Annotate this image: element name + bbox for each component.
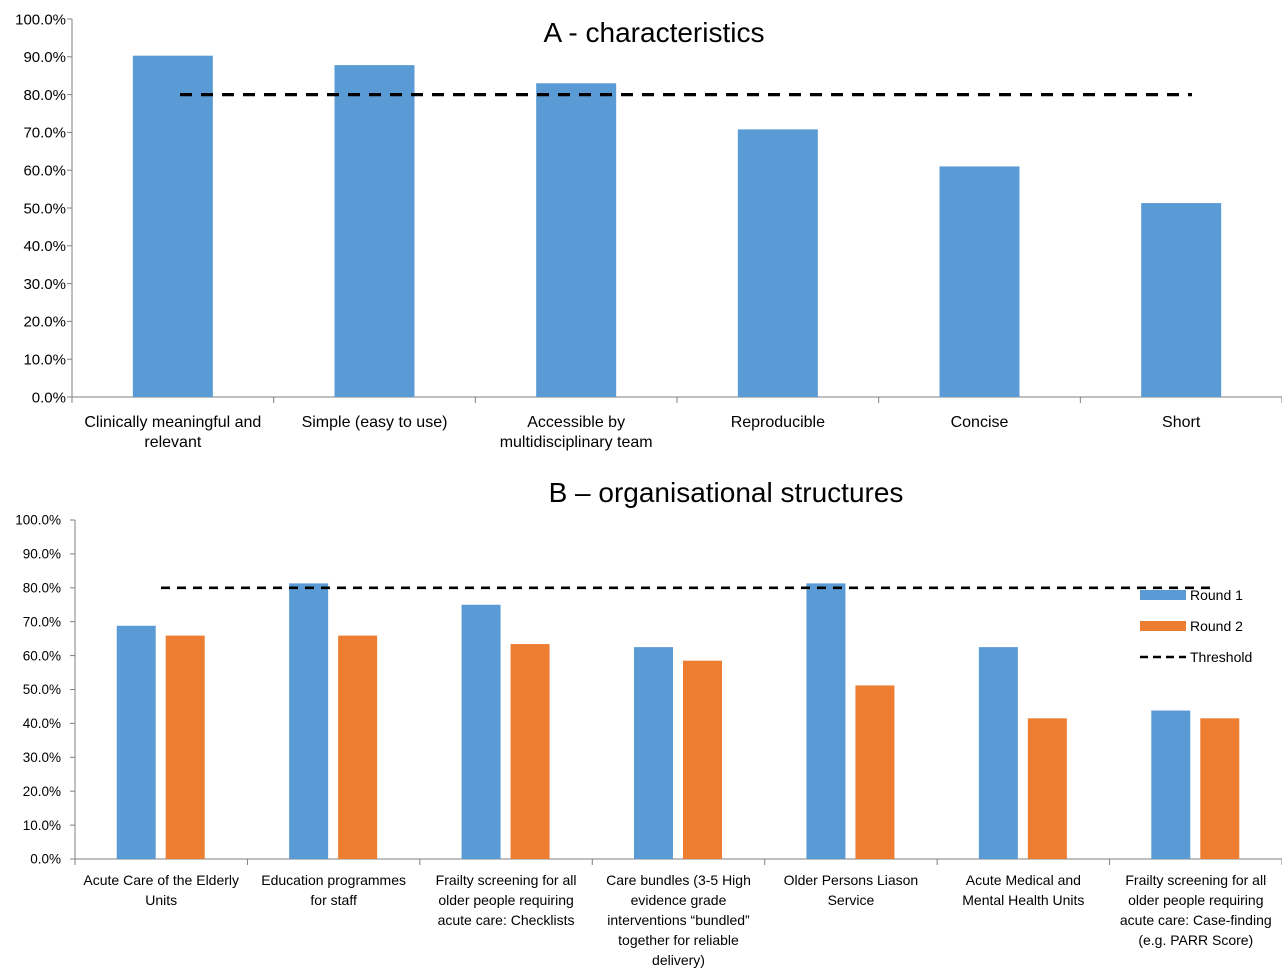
y-tick-label: 0.0%	[32, 389, 66, 406]
bar-round1	[1141, 203, 1222, 397]
y-tick-label: 20.0%	[23, 314, 66, 331]
y-tick-label: 60.0%	[23, 162, 66, 179]
bar-round2	[683, 660, 722, 859]
bar-round1	[806, 583, 846, 859]
bar-round1	[1151, 710, 1191, 859]
y-tick-label: 90.0%	[23, 49, 66, 66]
legend-label: Round 1	[1190, 587, 1243, 603]
x-category-label: Simple (easy to use)	[302, 414, 448, 431]
bar-round1	[536, 83, 617, 397]
bar-round2	[855, 685, 895, 859]
bar-round1	[132, 55, 213, 397]
bar-round1	[461, 604, 501, 859]
bar-round2	[510, 644, 550, 859]
x-category-label: Clinically meaningful and relevant	[84, 414, 261, 451]
bar-round2	[1200, 718, 1240, 859]
y-tick-label: 60.0%	[23, 648, 61, 663]
x-category-label: Acute Medical and Mental Health Units	[962, 872, 1084, 908]
bar-round2	[165, 635, 205, 859]
y-tick-label: 80.0%	[23, 581, 61, 596]
x-category-label: Frailty screening for all older people re…	[1120, 872, 1272, 948]
x-category-label: Reproducible	[731, 414, 825, 431]
y-tick-label: 100.0%	[15, 513, 61, 528]
x-category-label: Accessible by multidisciplinary team	[500, 414, 653, 451]
legend-swatch	[1140, 590, 1186, 600]
x-category-label: Older Persons Liason Service	[784, 872, 919, 908]
legend: Round 1 Round 2 Threshold	[1140, 587, 1252, 665]
y-tick-label: 20.0%	[23, 784, 61, 799]
y-tick-label: 90.0%	[23, 547, 61, 562]
chart-b: B – organisational structures 0.0% 10.0% 20…	[15, 477, 1282, 968]
bar-round1	[939, 166, 1020, 397]
bar-round2	[1027, 718, 1067, 859]
y-tick-label: 70.0%	[23, 125, 66, 142]
y-tick-label: 50.0%	[23, 682, 61, 697]
x-category-label: Short	[1162, 414, 1201, 431]
legend-label: Round 2	[1190, 618, 1243, 634]
y-tick-label: 50.0%	[23, 200, 66, 217]
y-tick-label: 10.0%	[23, 351, 66, 368]
x-category-label: Concise	[951, 414, 1009, 431]
bar-round1	[737, 129, 818, 397]
bar-round1	[334, 65, 415, 397]
x-category-label: Care bundles (3-5 High evidence grade inte…	[606, 872, 751, 968]
y-tick-label: 0.0%	[30, 852, 61, 867]
y-tick-label: 80.0%	[23, 87, 66, 104]
y-tick-label: 100.0%	[15, 11, 66, 28]
y-tick-label: 30.0%	[23, 750, 61, 765]
legend-label: Threshold	[1190, 649, 1252, 665]
bar-round2	[338, 635, 378, 859]
y-tick-label: 70.0%	[23, 614, 61, 629]
chart-title: B – organisational structures	[549, 477, 904, 508]
bar-round1	[116, 625, 156, 859]
x-category-label: Frailty screening for all older people re…	[436, 872, 577, 928]
bar-round1	[289, 583, 329, 859]
bar-round1	[634, 647, 673, 859]
y-tick-label: 30.0%	[23, 276, 66, 293]
x-category-label: Education programmes for staff	[261, 872, 406, 908]
x-category-label: Acute Care of the Elderly Units	[83, 872, 239, 908]
chart-a: A - characteristics 0.0% 10.0% 20.0% 30.0% 40…	[15, 11, 1282, 451]
chart-title: A - characteristics	[544, 17, 765, 48]
bar-round1	[978, 647, 1018, 859]
y-tick-label: 10.0%	[23, 818, 61, 833]
y-tick-label: 40.0%	[23, 716, 61, 731]
y-tick-label: 40.0%	[23, 238, 66, 255]
legend-swatch	[1140, 621, 1186, 631]
